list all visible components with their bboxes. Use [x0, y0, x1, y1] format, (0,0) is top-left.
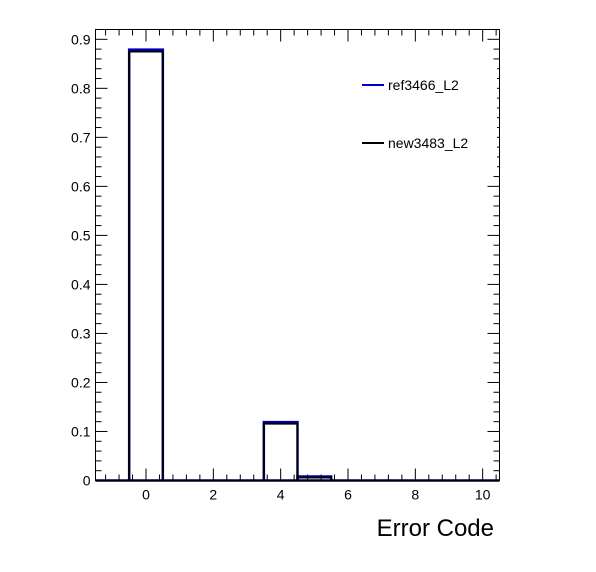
x-tick-label: 0: [142, 487, 150, 503]
legend-label-new: new3483_L2: [388, 135, 468, 151]
x-tick-label: 4: [277, 487, 285, 503]
tick-labels: 0 2 4 6 8 10 0 0.1 0.2 0.3 0.4 0.5 0.6 0.7 0.8 0.9: [71, 31, 491, 502]
y-tick-label: 0.6: [71, 178, 91, 194]
series-new3483_L2: [95, 50, 500, 482]
x-axis-title: Error Code: [377, 515, 494, 542]
y-tick-label: 0.1: [71, 423, 91, 439]
histogram-bin: [128, 50, 164, 481]
x-tick-label: 8: [411, 487, 419, 503]
y-tick-label: 0.9: [71, 31, 91, 47]
histogram-bars: [95, 48, 500, 482]
histogram-bin: [262, 422, 299, 481]
x-tick-label: 10: [475, 487, 491, 503]
x-tick-label: 6: [344, 487, 352, 503]
axis-ticks: [95, 29, 500, 481]
y-tick-label: 0.5: [71, 227, 91, 243]
y-tick-label: 0.3: [71, 325, 91, 341]
histogram-bin: [296, 476, 333, 481]
y-tick-label: 0: [83, 473, 91, 489]
histogram-bin: [127, 48, 165, 481]
y-tick-label: 0.2: [71, 374, 91, 390]
legend-box: [357, 60, 497, 170]
y-tick-label: 0.4: [71, 276, 91, 292]
x-tick-label: 2: [209, 487, 217, 503]
legend: ref3466_L2 new3483_L2: [357, 60, 497, 170]
y-tick-label: 0.8: [71, 80, 91, 96]
legend-label-ref: ref3466_L2: [388, 77, 459, 93]
y-tick-label: 0.7: [71, 129, 91, 145]
